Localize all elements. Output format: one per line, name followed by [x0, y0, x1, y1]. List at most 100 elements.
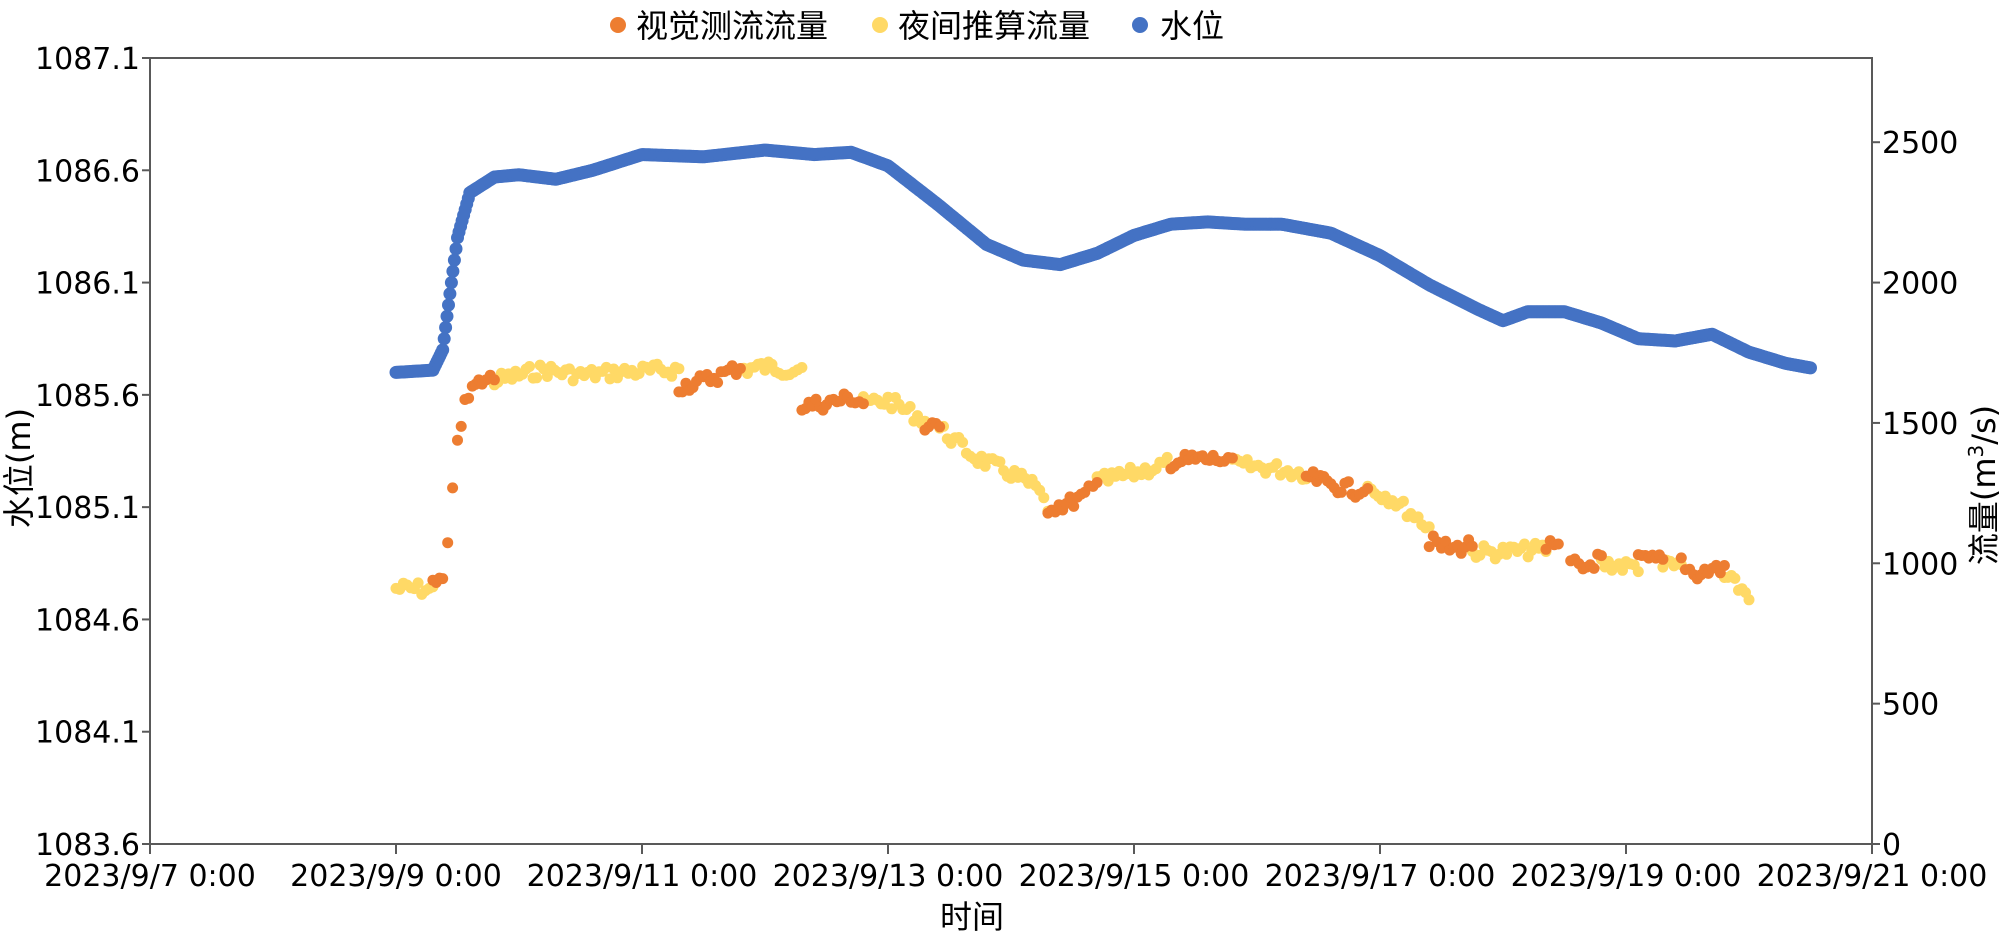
left-tick-label: 1087.1: [35, 42, 140, 77]
left-tick-label: 1084.1: [35, 716, 140, 751]
data-point: [1804, 361, 1817, 375]
right-tick-label: 2500: [1882, 126, 1958, 161]
data-point: [439, 321, 453, 334]
data-point: [1038, 492, 1050, 504]
data-point: [1271, 458, 1283, 470]
right-axis-ticks: 0 500 1000 1500 2000 2500: [1872, 126, 1958, 863]
data-point: [1091, 477, 1103, 488]
left-tick-label: 1086.6: [35, 154, 140, 189]
data-point: [673, 363, 685, 375]
data-point: [994, 456, 1006, 468]
data-point: [1588, 562, 1600, 574]
data-point: [1552, 538, 1564, 550]
data-point: [440, 309, 454, 323]
data-point: [455, 420, 467, 432]
x-tick-label: 2023/9/19 0:00: [1511, 859, 1742, 894]
data-point: [447, 253, 461, 267]
data-point: [1342, 476, 1354, 488]
data-point: [446, 264, 460, 278]
data-point: [437, 573, 449, 585]
data-point: [1632, 566, 1644, 578]
x-tick-label: 2023/9/9 0:00: [290, 859, 502, 894]
data-point: [1440, 535, 1452, 547]
data-point: [1519, 538, 1530, 550]
x-tick-label: 2023/9/7 0:00: [44, 859, 256, 894]
data-marks: [389, 143, 1817, 606]
data-point: [1161, 451, 1173, 463]
x-tick-label: 2023/9/11 0:00: [527, 859, 758, 894]
data-point: [904, 401, 916, 412]
right-axis-title-pre: 流量(m: [1965, 458, 2000, 566]
data-point: [1068, 500, 1080, 512]
data-point: [443, 287, 457, 301]
data-point: [666, 370, 678, 382]
data-point: [452, 434, 463, 446]
data-point: [796, 362, 808, 373]
data-point: [1226, 452, 1238, 464]
data-point: [442, 298, 455, 312]
series-0: [427, 360, 1730, 588]
data-point: [1657, 553, 1669, 565]
series-2: [389, 143, 1817, 379]
data-point: [412, 577, 424, 589]
x-tick-label: 2023/9/15 0:00: [1019, 859, 1250, 894]
data-point: [1540, 543, 1552, 555]
data-point: [1241, 454, 1253, 466]
data-point: [1729, 572, 1741, 584]
data-point: [524, 361, 535, 372]
data-point: [436, 343, 450, 357]
data-point: [1617, 564, 1628, 576]
legend: 视觉测流流量 夜间推算流量 水位: [610, 7, 1224, 45]
data-point: [1675, 552, 1687, 564]
right-axis-title: 流量(m3/s): [1964, 405, 2000, 565]
data-point: [442, 537, 454, 549]
legend-marker-visual-flow: [610, 17, 626, 33]
data-point: [488, 374, 500, 386]
data-point: [1362, 483, 1374, 494]
left-axis-ticks: 1083.6 1084.1 1084.6 1085.1 1085.6 1086.1 1086…: [35, 42, 150, 863]
x-axis-title: 时间: [940, 898, 1004, 936]
right-tick-label: 2000: [1882, 267, 1958, 302]
data-point: [1595, 550, 1607, 562]
data-point: [1335, 486, 1347, 498]
legend-label-visual-flow: 视觉测流流量: [636, 7, 828, 45]
left-tick-label: 1085.1: [35, 491, 140, 526]
data-point: [1743, 594, 1755, 606]
left-tick-label: 1086.1: [35, 267, 140, 302]
legend-marker-water-level: [1132, 17, 1148, 33]
data-point: [531, 372, 543, 384]
data-point: [463, 392, 475, 404]
data-point: [1423, 541, 1435, 553]
right-tick-label: 0: [1882, 828, 1901, 863]
series-1: [390, 356, 1755, 606]
right-tick-label: 500: [1882, 688, 1939, 723]
data-point: [541, 371, 553, 382]
right-axis-title-sup: 3: [1964, 445, 1988, 458]
data-point: [444, 276, 458, 290]
left-tick-label: 1084.6: [35, 603, 140, 638]
legend-marker-night-flow: [872, 17, 888, 33]
data-point: [1466, 540, 1478, 552]
plot-frame: [149, 57, 1873, 845]
data-point: [857, 398, 869, 410]
data-point: [734, 363, 746, 374]
left-axis-title: 水位(m): [0, 408, 38, 528]
data-point: [957, 436, 969, 448]
right-tick-label: 1500: [1882, 407, 1958, 442]
right-tick-label: 1000: [1882, 547, 1958, 582]
data-point: [1423, 521, 1435, 533]
x-axis-ticks: 2023/9/7 0:00 2023/9/9 0:00 2023/9/11 0:00…: [44, 844, 1987, 894]
right-axis-title-post: /s): [1965, 405, 2000, 445]
data-point: [447, 482, 459, 494]
legend-label-night-flow: 夜间推算流量: [898, 7, 1090, 45]
x-tick-label: 2023/9/21 0:00: [1757, 859, 1988, 894]
data-point: [1718, 560, 1730, 571]
data-point: [1397, 495, 1409, 507]
data-point: [712, 377, 724, 388]
x-tick-label: 2023/9/17 0:00: [1265, 859, 1496, 894]
data-point: [449, 242, 463, 256]
data-point: [437, 332, 451, 346]
left-tick-label: 1083.6: [35, 828, 140, 863]
data-point: [934, 421, 946, 433]
